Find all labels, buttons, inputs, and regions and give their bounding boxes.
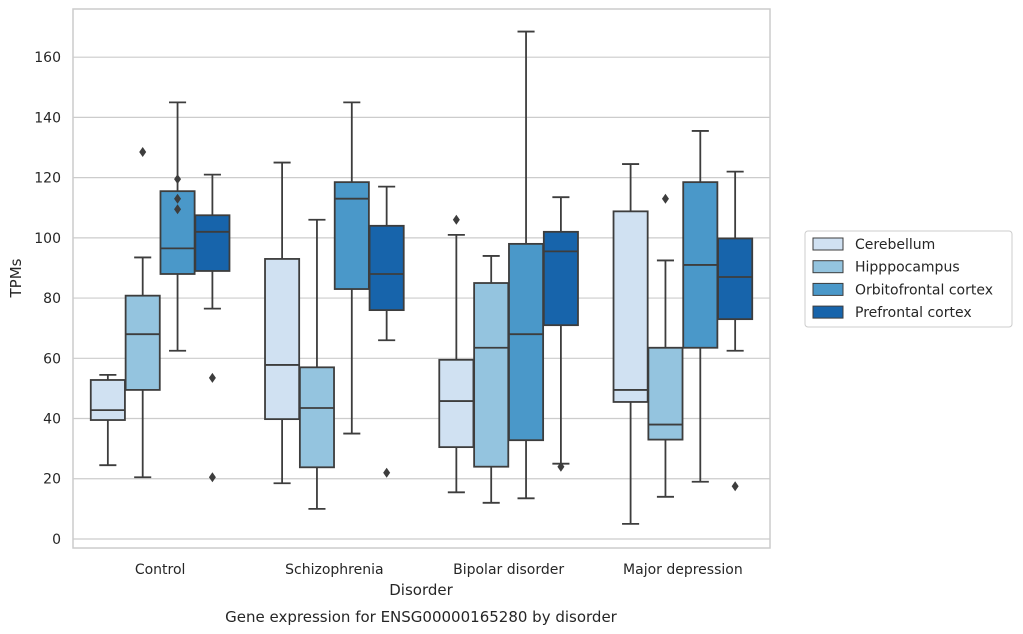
iqr-box bbox=[368, 224, 405, 312]
legend-swatch bbox=[812, 260, 844, 274]
y-tick-label: 20 bbox=[43, 472, 61, 488]
iqr-box bbox=[473, 282, 510, 468]
y-tick-label: 40 bbox=[43, 412, 61, 428]
legend-swatch bbox=[812, 305, 844, 319]
legend-label: Prefrontal cortex bbox=[855, 305, 972, 321]
box-cerebellum bbox=[264, 161, 301, 485]
legend-label: Hipppocampus bbox=[855, 260, 960, 276]
iqr-box bbox=[333, 181, 370, 290]
x-axis-title: Disorder bbox=[389, 581, 453, 599]
y-tick-label: 0 bbox=[52, 532, 61, 548]
box-hipppocampus bbox=[124, 147, 161, 479]
y-tick-label: 160 bbox=[34, 50, 61, 66]
x-tick-labels: Control Schizophrenia Bipolar disorder Majo… bbox=[135, 562, 743, 578]
outlier-marker bbox=[661, 193, 669, 204]
y-tick-label: 100 bbox=[34, 231, 61, 247]
x-tick-label: Major depression bbox=[623, 562, 743, 578]
iqr-box bbox=[612, 210, 649, 403]
chart-caption: Gene expression for ENSG00000165280 by d… bbox=[225, 608, 618, 626]
y-tick-label: 80 bbox=[43, 291, 61, 307]
box-cerebellum bbox=[438, 214, 475, 494]
y-tick-label: 120 bbox=[34, 171, 61, 187]
outlier-marker bbox=[174, 204, 182, 215]
box-cerebellum bbox=[612, 163, 649, 525]
iqr-box bbox=[647, 346, 684, 441]
gridlines bbox=[73, 56, 770, 540]
legend: Cerebellum Hipppocampus Orbitofrontal cort… bbox=[804, 230, 1013, 328]
iqr-box bbox=[194, 214, 231, 272]
outlier-marker bbox=[731, 481, 739, 492]
x-tick-label: Schizophrenia bbox=[285, 562, 383, 578]
iqr-box bbox=[542, 230, 579, 327]
box-groups bbox=[89, 30, 754, 525]
iqr-box bbox=[717, 237, 754, 321]
box-hipppocampus bbox=[473, 255, 510, 504]
outlier-marker bbox=[452, 214, 460, 225]
iqr-box bbox=[438, 358, 475, 449]
iqr-box bbox=[89, 379, 126, 421]
x-tick-label: Control bbox=[135, 562, 186, 578]
outlier-marker bbox=[208, 472, 216, 483]
iqr-box bbox=[298, 366, 335, 469]
legend-label: Cerebellum bbox=[855, 237, 935, 253]
box-orbitofrontal-cortex bbox=[682, 130, 719, 483]
legend-label: Orbitofrontal cortex bbox=[855, 282, 993, 298]
box-prefrontal-cortex bbox=[194, 173, 231, 483]
outlier-marker bbox=[174, 193, 182, 204]
box-orbitofrontal-cortex bbox=[333, 101, 370, 435]
box-orbitofrontal-cortex bbox=[508, 30, 545, 500]
y-axis-title: TPMs bbox=[7, 258, 25, 298]
y-tick-labels: 0 20 40 60 80 100 120 140 160 bbox=[34, 50, 61, 548]
legend-frame bbox=[804, 230, 1013, 328]
box-prefrontal-cortex bbox=[368, 185, 405, 478]
iqr-box bbox=[264, 258, 301, 421]
box-prefrontal-cortex bbox=[542, 196, 579, 472]
outlier-marker bbox=[557, 461, 565, 472]
y-tick-label: 60 bbox=[43, 351, 61, 367]
legend-swatch bbox=[812, 282, 844, 296]
box-hipppocampus bbox=[298, 218, 335, 510]
outlier-marker bbox=[383, 467, 391, 478]
legend-swatch bbox=[812, 237, 844, 251]
outlier-marker bbox=[174, 174, 182, 185]
box-prefrontal-cortex bbox=[717, 170, 754, 492]
x-tick-label: Bipolar disorder bbox=[453, 562, 564, 578]
outlier-marker bbox=[208, 372, 216, 383]
iqr-box bbox=[124, 294, 161, 391]
plot-area bbox=[72, 8, 771, 549]
box-hipppocampus bbox=[647, 193, 684, 498]
box-cerebellum bbox=[89, 373, 126, 467]
y-tick-label: 140 bbox=[34, 110, 61, 126]
iqr-box bbox=[508, 242, 545, 442]
outlier-marker bbox=[139, 147, 147, 158]
